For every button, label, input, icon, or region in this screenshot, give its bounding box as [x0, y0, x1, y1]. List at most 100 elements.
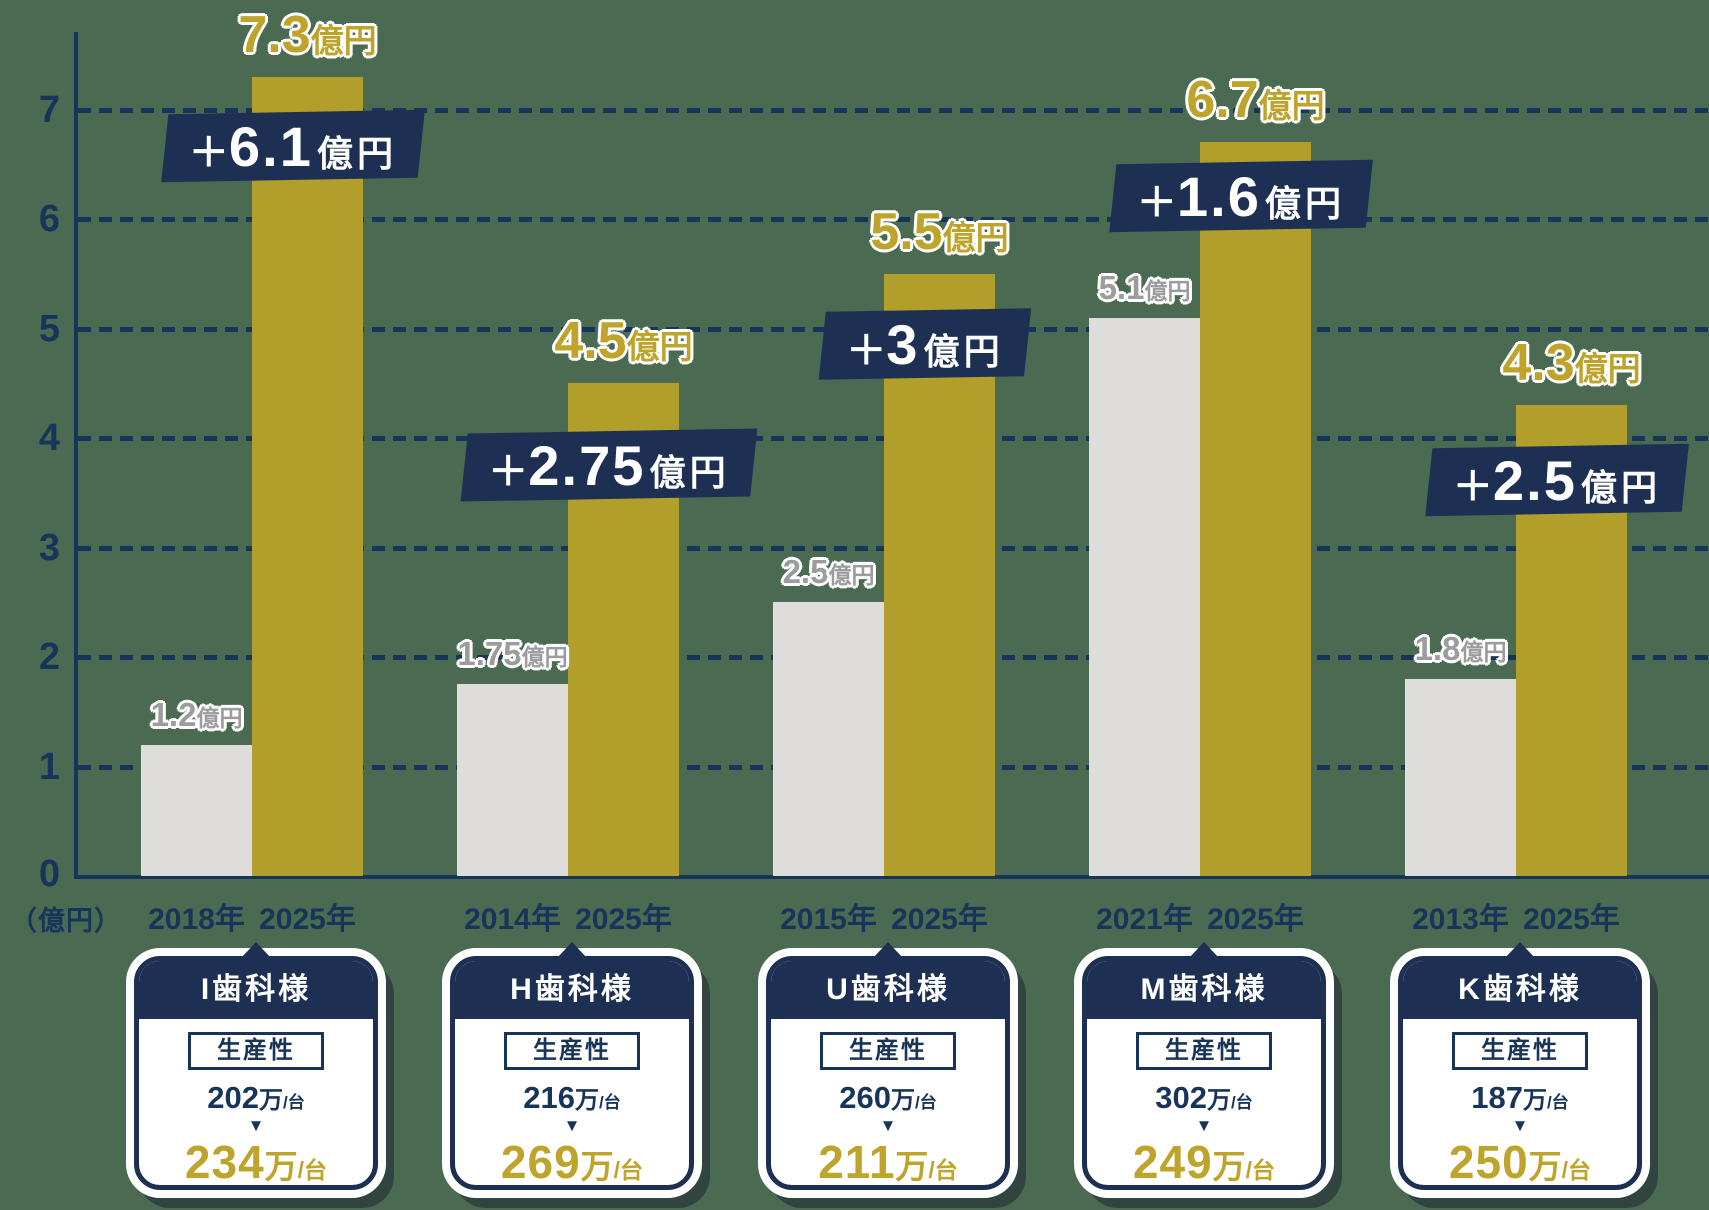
gain-plus-sign: ＋	[1136, 180, 1177, 225]
gain-badge-text: ＋ 3 億円	[846, 312, 1004, 377]
y-tick-5: 5	[38, 307, 60, 350]
y-tick-6: 6	[38, 198, 60, 240]
after-year-label: 2025年	[891, 903, 988, 936]
productivity-after-value: 250万/台	[1403, 1135, 1637, 1188]
clinic-name: K歯科様	[1403, 961, 1637, 1019]
productivity-after-number: 234	[184, 1136, 265, 1188]
after-value-unit: 億円	[1574, 350, 1641, 388]
gain-unit: 億円	[649, 451, 730, 493]
clinic-card-box: K歯科様 生産性 187万/台 ▼ 250万/台	[1398, 956, 1642, 1190]
y-tick-1: 1	[38, 745, 60, 788]
after-year-label: 2025年	[1523, 903, 1620, 936]
productivity-before-unit-per: /台	[915, 1093, 937, 1112]
gain-badge: ＋ 2.75 億円	[460, 428, 757, 502]
productivity-after-number: 250	[1448, 1136, 1529, 1188]
gain-badge: ＋ 2.5 億円	[1424, 443, 1689, 517]
clinic-card-body: 生産性 216万/台 ▼ 269万/台	[455, 1019, 689, 1185]
before-value-unit: 億円	[828, 562, 875, 589]
before-value-number: 1.8	[1414, 629, 1461, 667]
before-value-number: 2.5	[782, 553, 829, 591]
gain-unit: 億円	[316, 132, 397, 174]
card-pointer-up-icon	[1189, 942, 1219, 958]
after-value-number: 5.5	[870, 202, 943, 261]
after-year-label: 2025年	[575, 903, 672, 936]
gain-plus-sign: ＋	[1452, 464, 1493, 509]
after-value-label: 4.5億円	[554, 311, 692, 377]
before-value-unit: 億円	[196, 704, 243, 731]
productivity-before-value: 216万/台	[455, 1080, 689, 1116]
productivity-after-unit-per: /台	[1245, 1157, 1276, 1183]
before-year-label: 2018年	[148, 903, 245, 936]
productivity-before-unit-per: /台	[283, 1093, 305, 1112]
down-triangle-icon: ▼	[1511, 1116, 1529, 1135]
y-axis-unit-label: （億円）	[10, 906, 122, 936]
before-value-label: 1.2億円	[151, 695, 243, 738]
productivity-before-number: 187	[1471, 1080, 1523, 1115]
after-value-label: 4.3億円	[1502, 333, 1640, 399]
gain-badge-text: ＋ 1.6 億円	[1136, 164, 1344, 229]
productivity-after-unit-man: 万	[580, 1148, 614, 1185]
productivity-after-unit-man: 万	[1528, 1148, 1562, 1185]
y-tick-3: 3	[38, 526, 60, 569]
productivity-after-unit-per: /台	[928, 1157, 958, 1183]
productivity-after-unit-man: 万	[264, 1148, 298, 1185]
productivity-before-number: 302	[1155, 1080, 1207, 1115]
clinic-card: U歯科様 生産性 260万/台 ▼ 211万/台	[766, 942, 1010, 1190]
before-value-number: 5.1	[1098, 268, 1145, 306]
clinic-card-body: 生産性 187万/台 ▼ 250万/台	[1403, 1019, 1637, 1188]
before-value-number: 1.75	[457, 635, 522, 673]
productivity-label: 生産性	[1136, 1032, 1272, 1070]
productivity-before-unit-man: 万	[1207, 1087, 1231, 1114]
after-value-unit: 億円	[626, 328, 693, 366]
before-year-bar	[457, 684, 568, 876]
productivity-label: 生産性	[820, 1032, 956, 1070]
clinic-name: U歯科様	[771, 961, 1005, 1019]
after-year-bar	[1200, 142, 1311, 876]
productivity-before-unit-man: 万	[259, 1087, 283, 1114]
clinic-name: I歯科様	[139, 961, 373, 1019]
gain-unit: 億円	[1264, 182, 1345, 224]
productivity-before-unit-per: /台	[1231, 1093, 1253, 1112]
before-value-label: 1.8億円	[1415, 629, 1507, 672]
clinic-card: H歯科様 生産性 216万/台 ▼ 269万/台	[450, 942, 694, 1190]
gain-badge: ＋ 1.6 億円	[1108, 159, 1373, 233]
productivity-after-unit-per: /台	[297, 1157, 328, 1183]
down-triangle-icon: ▼	[879, 1116, 897, 1135]
gain-number: 6.1	[228, 114, 313, 178]
gain-plus-sign: ＋	[487, 449, 528, 494]
clinic-card-box: I歯科様 生産性 202万/台 ▼ 234万/台	[134, 956, 378, 1190]
clinic-name: M歯科様	[1087, 961, 1321, 1019]
productivity-before-number: 216	[523, 1080, 575, 1115]
after-value-label: 6.7億円	[1186, 70, 1324, 136]
gain-number: 2.75	[527, 433, 646, 497]
before-year-bar	[1089, 317, 1200, 876]
productivity-before-value: 187万/台	[1403, 1080, 1637, 1116]
card-pointer-up-icon	[1505, 942, 1535, 958]
before-year-label: 2015年	[780, 903, 877, 936]
before-value-unit: 億円	[1144, 277, 1191, 304]
productivity-after-number: 249	[1132, 1136, 1213, 1188]
gridline-7	[78, 107, 1709, 113]
y-tick-2: 2	[38, 636, 60, 678]
before-value-label: 2.5億円	[783, 552, 875, 595]
before-year-label: 2021年	[1096, 903, 1193, 936]
productivity-before-unit-man: 万	[575, 1087, 599, 1114]
productivity-after-number: 211	[818, 1136, 896, 1188]
gain-unit: 億円	[1580, 466, 1661, 508]
after-value-number: 7.3	[238, 5, 311, 64]
after-year-label: 2025年	[1207, 903, 1304, 936]
gain-badge: ＋ 6.1 億円	[160, 109, 425, 183]
productivity-before-value: 302万/台	[1087, 1080, 1321, 1116]
productivity-before-unit-man: 万	[891, 1087, 915, 1114]
gain-badge-text: ＋ 2.75 億円	[488, 433, 730, 498]
clinic-card-box: M歯科様 生産性 302万/台 ▼ 249万/台	[1082, 956, 1326, 1190]
productivity-label: 生産性	[188, 1032, 324, 1070]
productivity-after-value: 249万/台	[1087, 1135, 1321, 1188]
after-year-label: 2025年	[259, 903, 356, 936]
card-pointer-up-icon	[241, 942, 271, 958]
before-value-label: 5.1億円	[1099, 268, 1191, 311]
productivity-before-unit-per: /台	[599, 1093, 621, 1112]
productivity-after-unit-man: 万	[895, 1148, 929, 1185]
down-triangle-icon: ▼	[247, 1116, 265, 1135]
